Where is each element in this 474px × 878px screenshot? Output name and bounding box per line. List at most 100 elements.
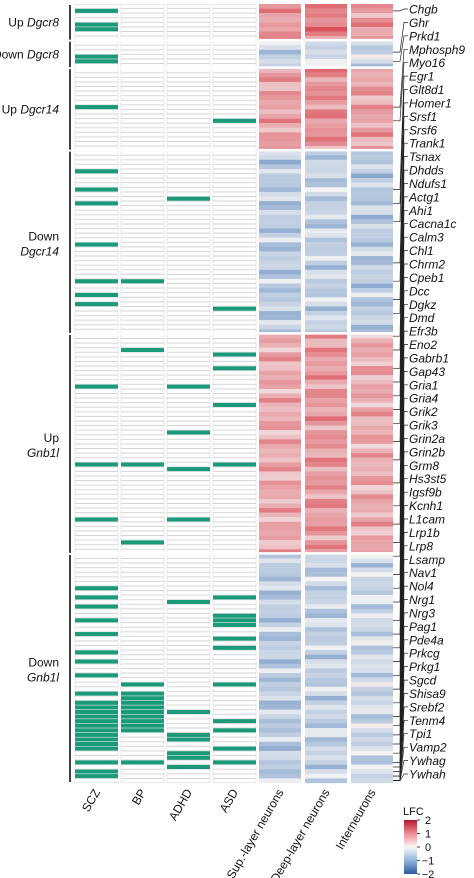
lfc-cell-1-101 — [305, 466, 347, 472]
membership-cell-asd-105 — [212, 485, 257, 490]
membership-cell-bp-16 — [120, 77, 165, 82]
membership-cell-scz-94 — [74, 434, 119, 440]
lfc-cell-1-104 — [305, 480, 347, 486]
lfc-cell-2-148 — [351, 682, 393, 687]
gene-label-lrp1b: Lrp1b — [409, 526, 440, 540]
membership-cell-asd-143 — [212, 659, 257, 664]
gene-label-chgb: Chgb — [409, 3, 438, 17]
lfc-cell-1-1 — [305, 8, 347, 14]
lfc-cell-2-136 — [351, 627, 393, 632]
lfc-cell-1-138 — [305, 636, 347, 642]
membership-cell-bp-38 — [120, 178, 165, 183]
membership-cell-bp-30 — [120, 141, 165, 147]
membership-cell-scz-63 — [75, 292, 118, 298]
lfc-cell-2-18 — [351, 86, 393, 92]
gene-leader-chl1 — [393, 250, 408, 424]
membership-cell-scz-104 — [74, 480, 119, 486]
lfc-cell-1-80 — [305, 370, 347, 376]
lfc-cell-2-118 — [351, 544, 393, 550]
gene-leader-ndufs1 — [393, 183, 408, 351]
lfc-cell-2-167 — [351, 769, 393, 774]
lfc-cell-2-31 — [351, 146, 393, 151]
membership-cell-bp-158 — [121, 728, 164, 733]
lfc-cell-2-134 — [351, 618, 393, 623]
membership-cell-bp-27 — [120, 127, 165, 133]
lfc-cell-2-112 — [351, 517, 393, 522]
lfc-cell-1-142 — [305, 654, 347, 660]
membership-cell-bp-88 — [120, 407, 165, 412]
membership-cell-asd-52 — [212, 242, 257, 247]
membership-cell-scz-72 — [74, 333, 119, 339]
membership-cell-asd-114 — [212, 526, 257, 531]
membership-cell-bp-67 — [120, 311, 165, 316]
lfc-cell-0-36 — [259, 168, 301, 174]
membership-cell-asd-45 — [212, 210, 257, 215]
membership-cell-adhd-101 — [167, 467, 210, 472]
membership-cell-asd-126 — [212, 581, 257, 586]
lfc-cell-1-93 — [305, 430, 347, 435]
lfc-cell-2-69 — [351, 320, 393, 325]
legend-title: LFC — [403, 806, 424, 818]
membership-cell-asd-124 — [212, 572, 257, 577]
membership-cell-adhd-104 — [166, 480, 211, 486]
membership-cell-bp-36 — [120, 168, 165, 174]
gene-label-gria1: Gria1 — [409, 378, 438, 392]
lfc-cell-1-137 — [305, 631, 347, 637]
membership-cell-bp-94 — [120, 434, 165, 440]
membership-cell-bp-42 — [120, 196, 165, 202]
lfc-cell-1-16 — [305, 77, 347, 83]
lfc-cell-2-124 — [351, 572, 393, 577]
membership-cell-asd-81 — [212, 375, 257, 380]
membership-cell-bp-97 — [120, 448, 165, 454]
lfc-cell-1-86 — [305, 398, 347, 403]
membership-cell-adhd-46 — [166, 214, 211, 220]
lfc-cell-0-7 — [259, 36, 301, 41]
lfc-cell-0-56 — [259, 260, 301, 266]
gene-label-lsamp: Lsamp — [409, 553, 445, 567]
membership-cell-asd-26 — [212, 123, 257, 128]
lfc-cell-1-41 — [305, 191, 347, 197]
membership-cell-bp-142 — [120, 654, 165, 660]
group-label-2: Up Dgcr14 — [2, 102, 60, 116]
membership-cell-bp-162 — [120, 746, 165, 751]
lfc-cell-0-1 — [259, 8, 301, 14]
lfc-cell-2-126 — [351, 581, 393, 587]
membership-cell-adhd-99 — [166, 457, 211, 463]
lfc-cell-0-24 — [259, 113, 301, 119]
lfc-cell-0-42 — [259, 196, 301, 202]
membership-cell-adhd-1 — [166, 8, 211, 14]
lfc-cell-0-141 — [259, 650, 301, 655]
membership-cell-bp-9 — [120, 45, 165, 50]
lfc-cell-2-49 — [351, 228, 393, 234]
membership-cell-bp-84 — [120, 388, 165, 394]
gene-label-grin2a: Grin2a — [409, 432, 445, 446]
membership-cell-asd-59 — [212, 274, 257, 279]
membership-cell-scz-138 — [74, 636, 119, 641]
membership-cell-bp-63 — [120, 292, 165, 298]
membership-cell-scz-91 — [74, 420, 119, 426]
membership-cell-asd-16 — [212, 77, 257, 82]
lfc-cell-2-157 — [351, 723, 393, 729]
gene-label-efr3b: Efr3b — [409, 325, 438, 339]
membership-cell-adhd-165 — [166, 760, 211, 765]
lfc-cell-1-30 — [305, 141, 347, 147]
membership-cell-asd-160 — [212, 737, 257, 742]
lfc-cell-0-6 — [259, 31, 301, 37]
lfc-cell-1-57 — [305, 265, 347, 270]
membership-cell-asd-65 — [212, 301, 257, 307]
gene-label-tpi1: Tpi1 — [409, 727, 432, 741]
membership-cell-scz-117 — [74, 540, 119, 545]
lfc-cell-0-105 — [259, 485, 301, 490]
lfc-cell-1-127 — [305, 585, 347, 591]
lfc-cell-0-125 — [259, 576, 301, 582]
membership-cell-scz-27 — [74, 127, 119, 133]
membership-cell-bp-145 — [120, 668, 165, 674]
membership-cell-bp-116 — [120, 535, 165, 541]
lfc-cell-2-114 — [351, 526, 393, 532]
membership-cell-adhd-154 — [167, 709, 210, 715]
membership-cell-adhd-118 — [166, 544, 211, 550]
lfc-cell-2-34 — [351, 159, 393, 165]
lfc-cell-2-151 — [351, 695, 393, 701]
lfc-cell-0-120 — [259, 553, 301, 559]
